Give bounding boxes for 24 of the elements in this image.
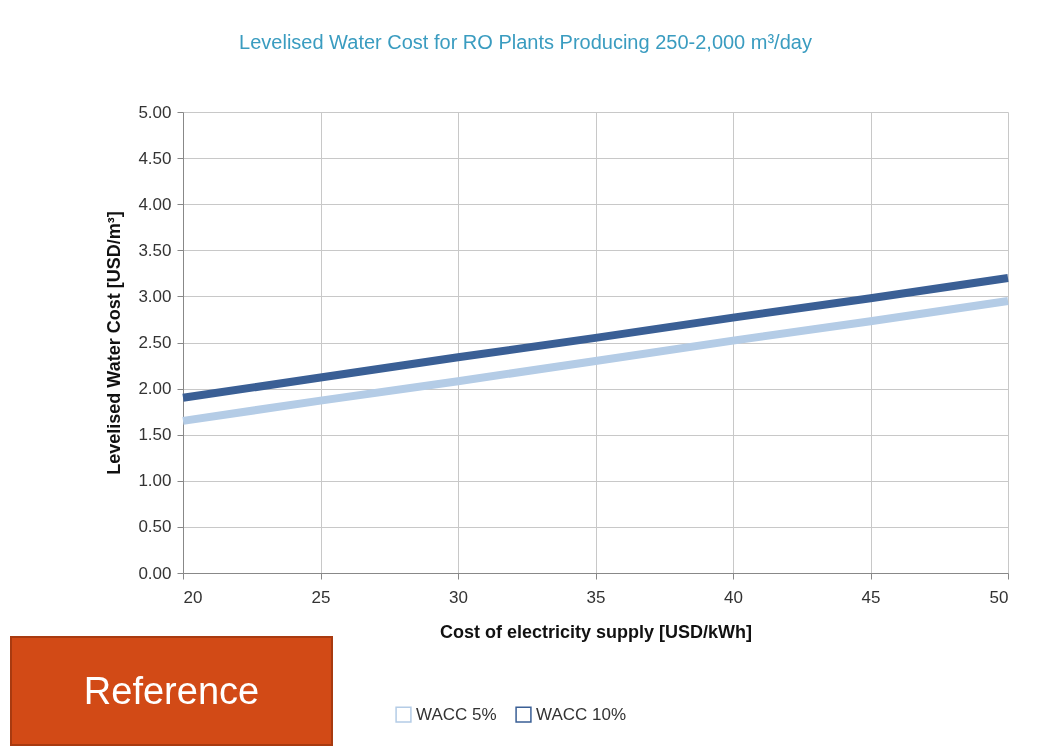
x-tick-label: 35 xyxy=(586,587,606,607)
x-tick-label: 30 xyxy=(449,587,468,607)
y-tick-label: 5.00 xyxy=(138,102,172,122)
chart-title: Levelised Water Cost for RO Plants Producing 250-2,000 m³/day xyxy=(239,31,812,53)
y-axis-title: Levelised Water Cost [USD/m³] xyxy=(104,211,125,475)
y-tick-label: 2.50 xyxy=(138,333,172,352)
y-tick-label: 0.00 xyxy=(138,563,172,583)
y-tick-label: 3.00 xyxy=(138,286,172,306)
x-axis-title: Cost of electricity supply [USD/kWh] xyxy=(439,621,753,642)
y-tick-label: 4.00 xyxy=(138,194,172,214)
x-tick-label: 25 xyxy=(311,587,331,607)
x-tick-label: 20 xyxy=(183,587,203,607)
y-tick-label: 0.50 xyxy=(138,517,172,537)
legend-label: WACC 5% xyxy=(416,704,497,724)
y-tick-label: 1.50 xyxy=(138,425,172,445)
x-tick-label: 50 xyxy=(989,587,1009,607)
legend-label: WACC 10% xyxy=(536,704,627,724)
text: Reference xyxy=(10,636,333,746)
x-tick-label: 40 xyxy=(724,587,743,607)
y-tick-label: 3.50 xyxy=(138,240,172,260)
y-tick-label: 2.00 xyxy=(138,379,172,399)
x-tick-label: 45 xyxy=(861,587,881,607)
y-tick-label: 4.50 xyxy=(138,148,172,168)
y-tick-label: 1.00 xyxy=(138,471,172,491)
